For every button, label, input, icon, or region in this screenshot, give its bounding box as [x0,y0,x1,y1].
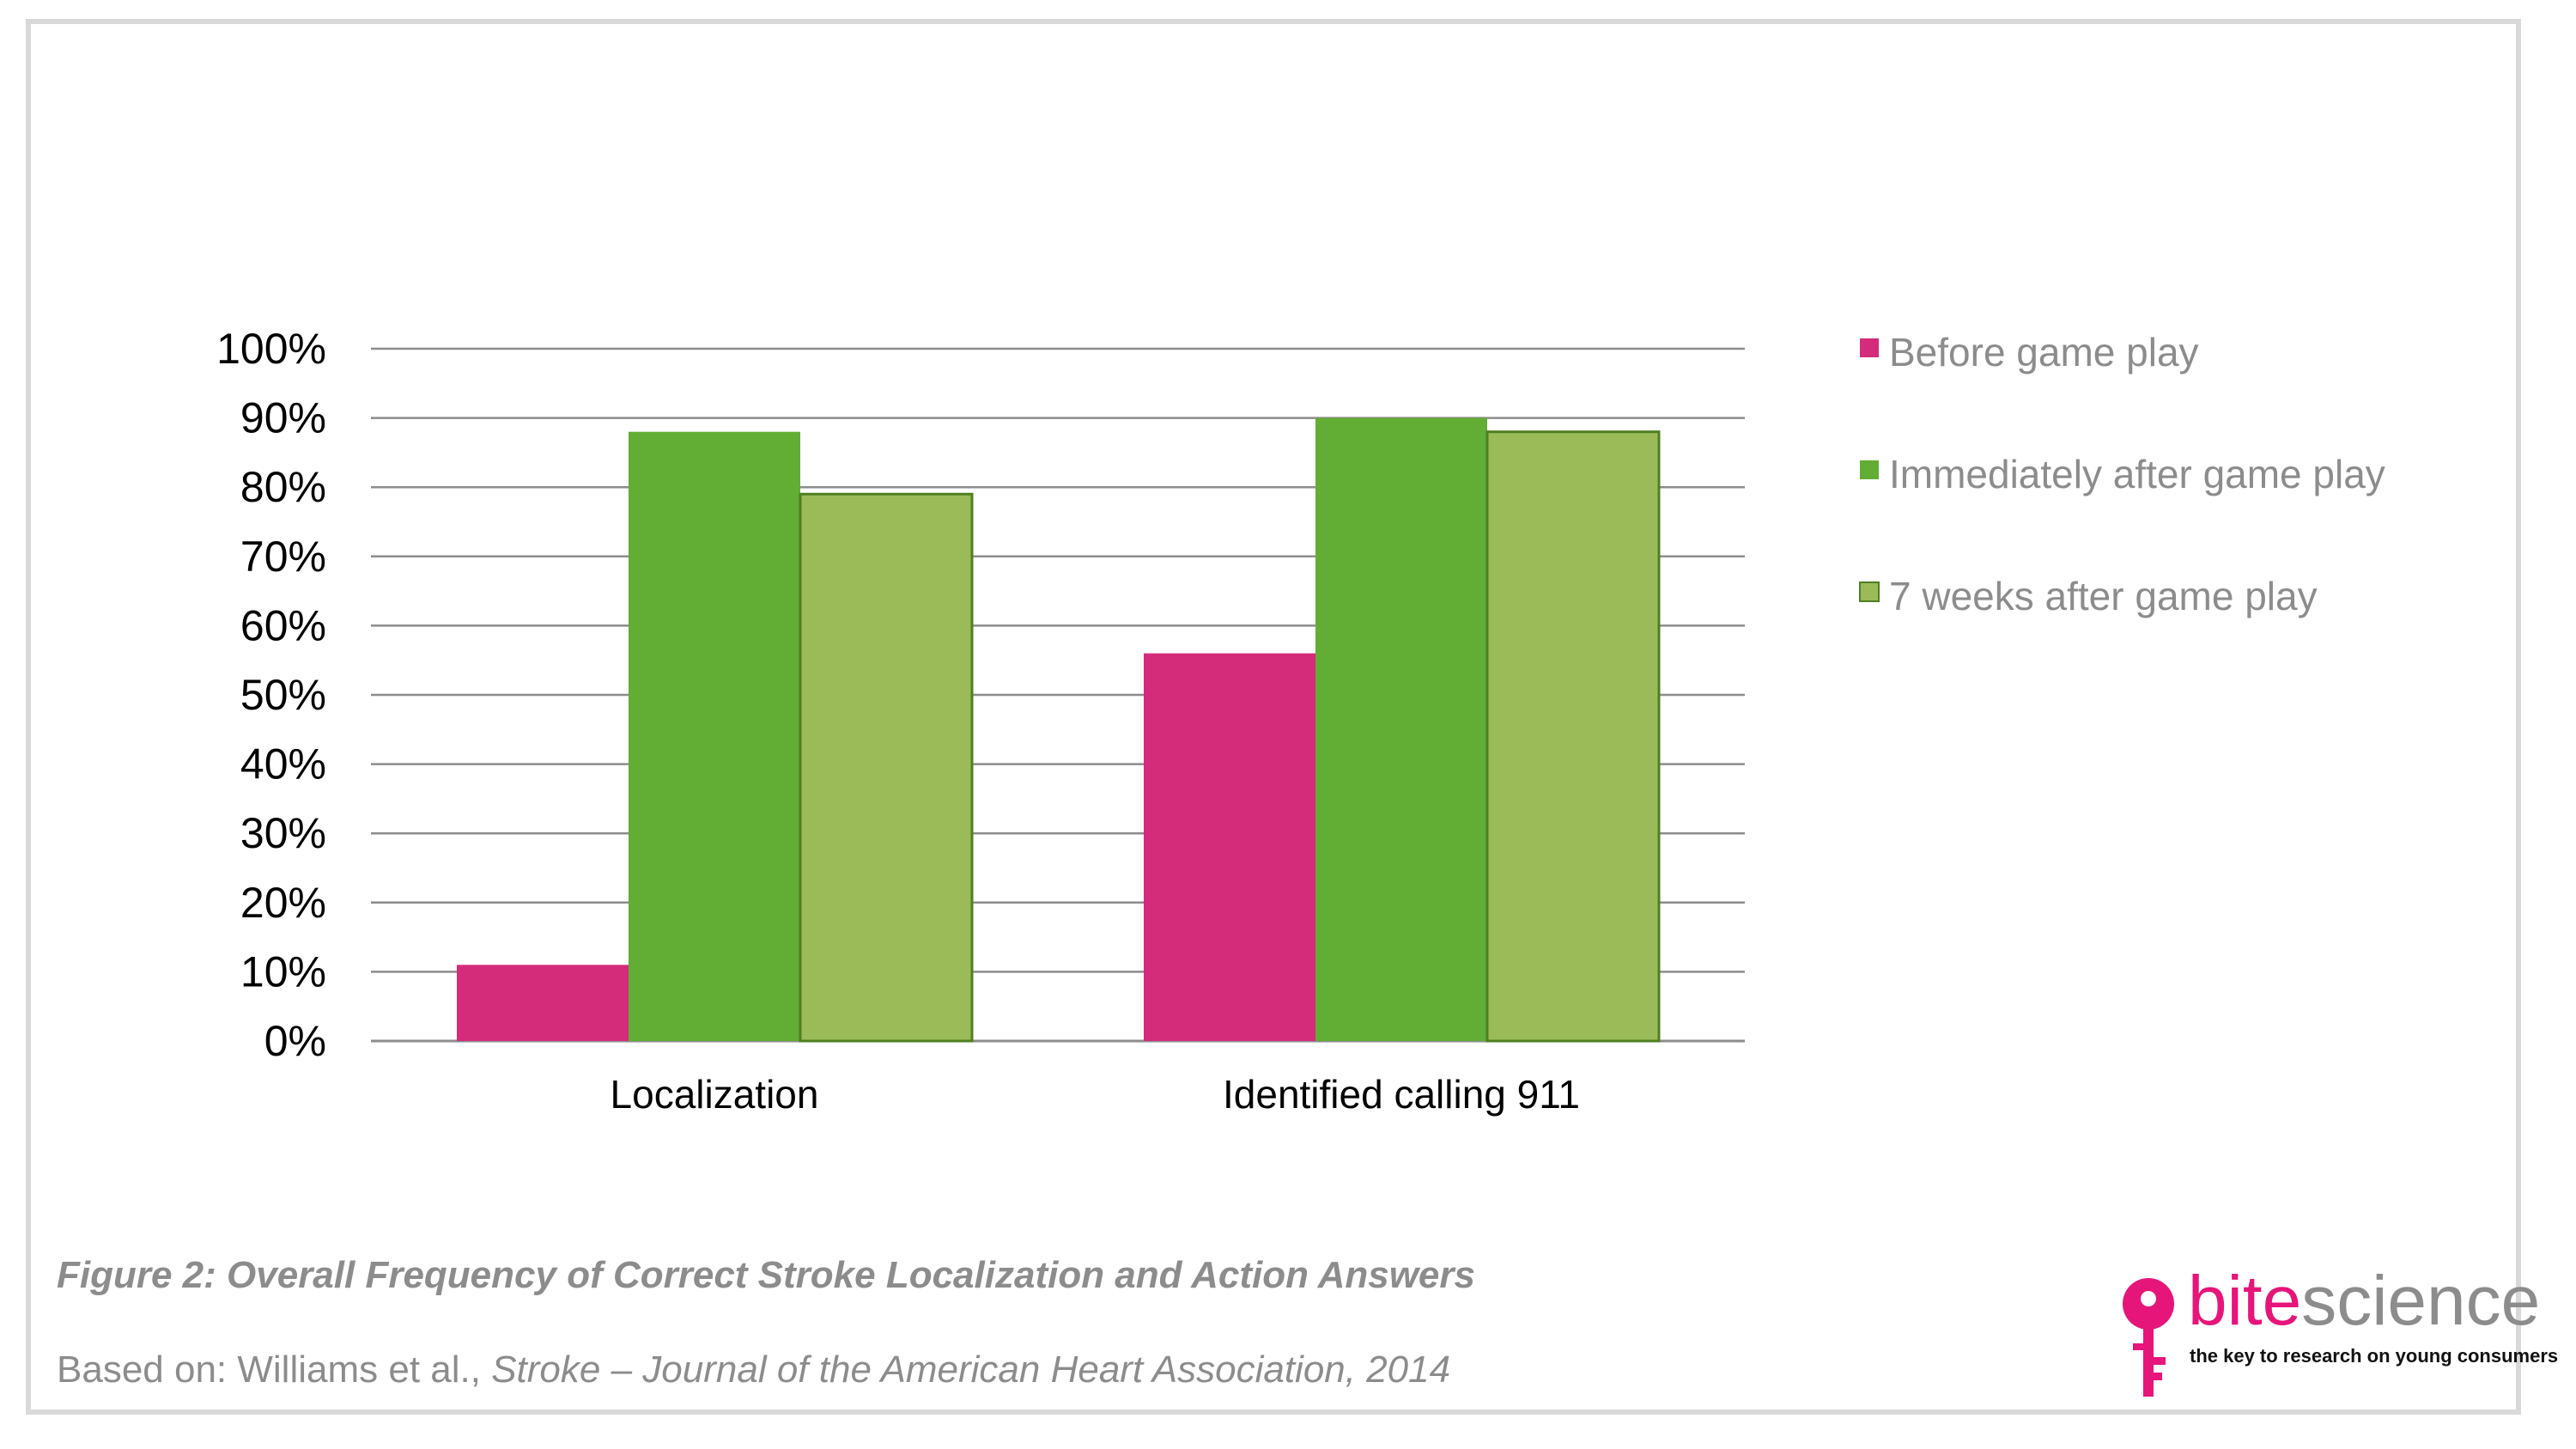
y-tick-label: 70% [240,533,326,581]
bar [629,431,800,1042]
y-tick-label: 30% [240,809,326,857]
y-tick-label: 40% [240,740,326,788]
logo-wordmark: bitescience [2188,1266,2540,1336]
legend: Before game play Immediately after game p… [1859,330,2385,618]
y-tick-label: 20% [240,879,326,927]
y-tick-label: 60% [240,601,326,649]
logo-word-science: science [2301,1262,2541,1340]
y-axis-ticks: 0% 10% 20% 30% 40% 50% 60% 70% 80% 90% 100% [216,325,326,1065]
y-tick-label: 50% [240,671,326,719]
bar [1485,430,1661,1043]
source-prefix: Based on: Williams et al., [57,1349,492,1391]
legend-label: 7 weeks after game play [1889,574,2318,618]
bar [1315,417,1487,1042]
legend-label: Immediately after game play [1889,452,2385,496]
logo-tagline: the key to research on young consumers [2190,1345,2559,1367]
legend-swatch [1859,581,1880,602]
key-icon [2123,1278,2174,1397]
logo-word-bite: bite [2188,1262,2302,1340]
x-tick-label: Localization [611,1072,819,1117]
x-axis-labels: Localization Identified calling 911 [611,1072,1580,1117]
y-tick-label: 10% [240,947,326,995]
legend-swatch [1860,460,1879,479]
figure-source: Based on: Williams et al., Stroke – Jour… [57,1349,1450,1391]
bar [799,492,974,1043]
bar [457,965,629,1041]
y-tick-label: 0% [264,1017,326,1065]
bar [1144,653,1315,1041]
y-tick-label: 100% [216,325,326,373]
legend-swatch [1860,338,1879,357]
legend-label: Before game play [1889,330,2199,374]
bitescience-logo: bitescience the key to research on young… [2114,1266,2558,1400]
y-tick-label: 90% [240,394,326,442]
x-tick-label: Identified calling 911 [1223,1072,1580,1117]
source-journal: Stroke – Journal of the American Heart A… [491,1349,1451,1391]
y-tick-label: 80% [240,463,326,511]
bars [457,417,1661,1043]
figure-caption-title: Figure 2: Overall Frequency of Correct S… [57,1254,1475,1296]
